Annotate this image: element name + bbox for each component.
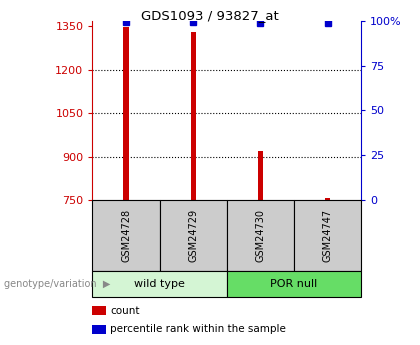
Text: wild type: wild type: [134, 279, 185, 289]
Text: count: count: [110, 306, 139, 315]
Bar: [123, 27, 129, 200]
Text: GSM24729: GSM24729: [188, 209, 198, 262]
Text: GDS1093 / 93827_at: GDS1093 / 93827_at: [141, 9, 279, 22]
Text: POR null: POR null: [270, 279, 318, 289]
Bar: [191, 32, 196, 200]
Text: percentile rank within the sample: percentile rank within the sample: [110, 325, 286, 334]
Text: GSM24728: GSM24728: [121, 209, 131, 262]
Text: GSM24730: GSM24730: [255, 209, 265, 262]
Bar: [325, 198, 330, 200]
Text: genotype/variation  ▶: genotype/variation ▶: [4, 279, 110, 289]
Text: GSM24747: GSM24747: [323, 209, 333, 262]
Bar: [258, 151, 263, 200]
